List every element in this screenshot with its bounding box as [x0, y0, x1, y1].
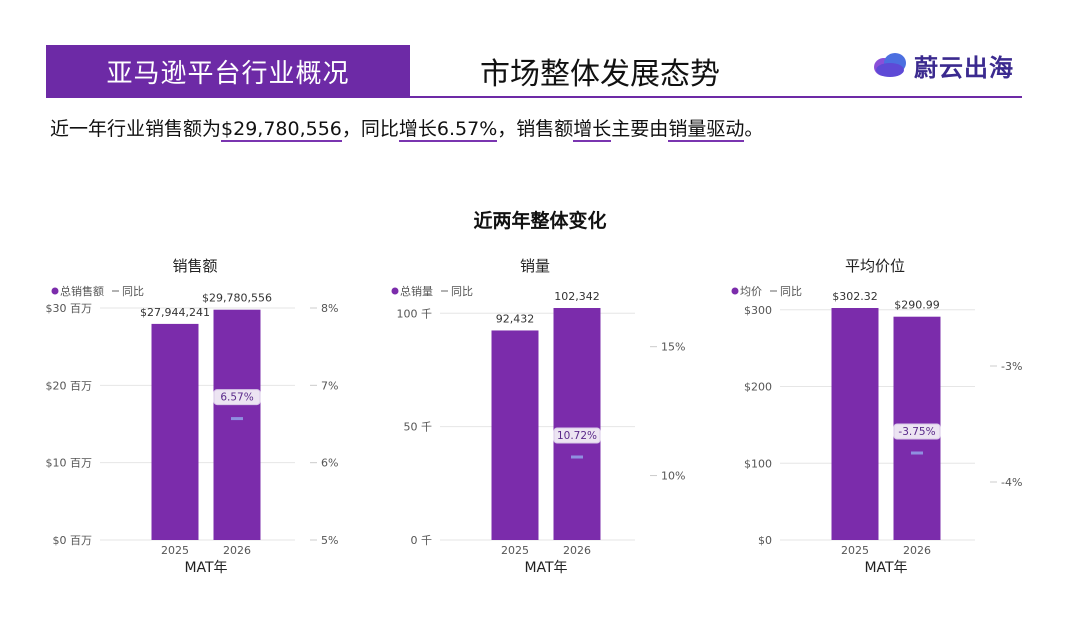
- y2-tick-label: 10%: [661, 470, 685, 483]
- page-title: 市场整体发展态势: [480, 57, 720, 92]
- summary-part: ，销售额: [497, 118, 574, 140]
- legend-label-yoy: 同比: [122, 285, 144, 298]
- y2-tick-label: -4%: [1001, 476, 1022, 489]
- bar-value-label: $290.99: [894, 299, 940, 312]
- summary-growth: 增长6.57%: [398, 118, 498, 142]
- bar-value-label: $29,780,556: [202, 292, 272, 305]
- y2-tick-label: -3%: [1001, 360, 1022, 373]
- chart-title: 销售额: [172, 257, 217, 275]
- chart-title: 销量: [520, 257, 550, 275]
- yoy-label: 6.57%: [220, 392, 253, 404]
- legend-marker-bar: [51, 287, 59, 295]
- summary-part: 近一年行业销售额为: [50, 118, 222, 140]
- x-tick-label: 2026: [563, 544, 591, 557]
- y-tick-label: 0 千: [411, 534, 433, 547]
- summary-part: 。: [744, 118, 764, 140]
- bar-2025: [491, 330, 539, 540]
- summary-amount: $29,780,556: [221, 118, 342, 142]
- yoy-label-box: [553, 427, 601, 444]
- y-tick-label: 100 千: [397, 307, 433, 320]
- x-tick-label: 2026: [223, 544, 251, 557]
- yoy-label: -3.75%: [898, 426, 935, 438]
- y2-tick-label: 8%: [321, 302, 338, 315]
- y2-tick-label: 7%: [321, 379, 338, 392]
- legend-label-yoy: 同比: [451, 285, 473, 298]
- y-tick-label: 50 千: [404, 421, 433, 434]
- section-header: 亚马逊平台行业概况: [46, 45, 410, 97]
- bar-2026: [213, 309, 261, 540]
- bar-value-label: 102,342: [554, 290, 600, 303]
- y-tick-label: $0: [758, 534, 772, 547]
- bar-value-label: $302.32: [832, 290, 878, 303]
- section-title: 近两年整体变化: [473, 210, 607, 232]
- bar-value-label: $27,944,241: [140, 306, 210, 319]
- summary-driver: 销量驱动: [668, 118, 745, 142]
- bar-2025: [151, 323, 199, 540]
- y2-tick-label: 15%: [661, 341, 685, 354]
- summary-growth2: 增长: [573, 118, 612, 142]
- x-axis-label: MAT年: [184, 560, 227, 576]
- legend-label-bar: 总销量: [400, 284, 433, 298]
- summary-part: ，同比: [341, 118, 399, 140]
- x-tick-label: 2025: [161, 544, 189, 557]
- summary-text: 近一年行业销售额为$29,780,556，同比增长6.57%，销售额增长主要由销…: [50, 114, 764, 142]
- y-tick-label: $30 百万: [46, 302, 93, 315]
- y-tick-label: $100: [744, 457, 772, 470]
- header-divider: [46, 96, 1022, 98]
- chart-title: 平均价位: [845, 257, 905, 275]
- yoy-label: 10.72%: [557, 430, 597, 442]
- y-tick-label: $0 百万: [53, 534, 93, 547]
- x-axis-label: MAT年: [524, 560, 567, 576]
- bar-value-label: 92,432: [496, 312, 535, 325]
- y2-tick-label: 6%: [321, 457, 338, 470]
- yoy-label-box: [893, 423, 941, 440]
- y2-tick-label: 5%: [321, 534, 338, 547]
- y-tick-label: $20 百万: [46, 379, 93, 392]
- y-tick-label: $300: [744, 304, 772, 317]
- x-tick-label: 2025: [501, 544, 529, 557]
- legend-label-bar: 均价: [740, 285, 762, 298]
- legend-marker-bar: [391, 287, 399, 295]
- y-tick-label: $200: [744, 381, 772, 394]
- logo-text: 蔚云出海: [914, 53, 1014, 82]
- yoy-label-box: [213, 389, 261, 406]
- legend-marker-bar: [731, 287, 739, 295]
- x-tick-label: 2026: [903, 544, 931, 557]
- x-tick-label: 2025: [841, 544, 869, 557]
- legend-label-yoy: 同比: [780, 285, 802, 298]
- bar-2025: [831, 308, 879, 540]
- section-label: 亚马逊平台行业概况: [106, 58, 350, 89]
- legend-label-bar: 总销售额: [60, 284, 104, 298]
- y-tick-label: $10 百万: [46, 457, 93, 470]
- x-axis-label: MAT年: [864, 560, 907, 576]
- cloud-icon: [874, 53, 906, 77]
- bar-2026: [553, 308, 601, 540]
- summary-part: 主要由: [611, 118, 669, 140]
- brand-logo: 蔚云出海: [872, 46, 1014, 84]
